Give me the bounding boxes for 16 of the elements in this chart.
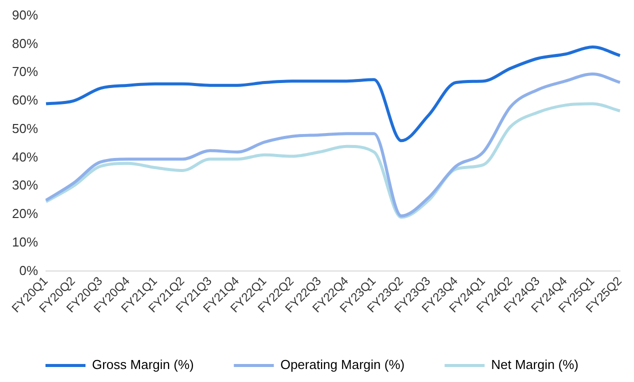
- y-tick-label: 80%: [12, 36, 38, 51]
- line-series: [44, 102, 622, 219]
- y-tick-label: 30%: [12, 178, 38, 193]
- line-series: [44, 72, 622, 218]
- legend-label: Net Margin (%): [491, 357, 579, 372]
- y-tick-label: 70%: [12, 64, 38, 80]
- y-tick-label: 20%: [12, 206, 38, 222]
- y-tick-label: 40%: [12, 149, 38, 164]
- y-tick-label: 90%: [12, 7, 38, 22]
- y-tick-label: 50%: [12, 120, 38, 136]
- y-tick-label: 10%: [12, 234, 38, 250]
- legend-label: Gross Margin (%): [92, 357, 194, 372]
- line-series: [44, 46, 622, 142]
- y-tick-label: 0%: [19, 262, 38, 278]
- legend-label: Operating Margin (%): [280, 357, 405, 372]
- y-tick-label: 60%: [12, 92, 38, 108]
